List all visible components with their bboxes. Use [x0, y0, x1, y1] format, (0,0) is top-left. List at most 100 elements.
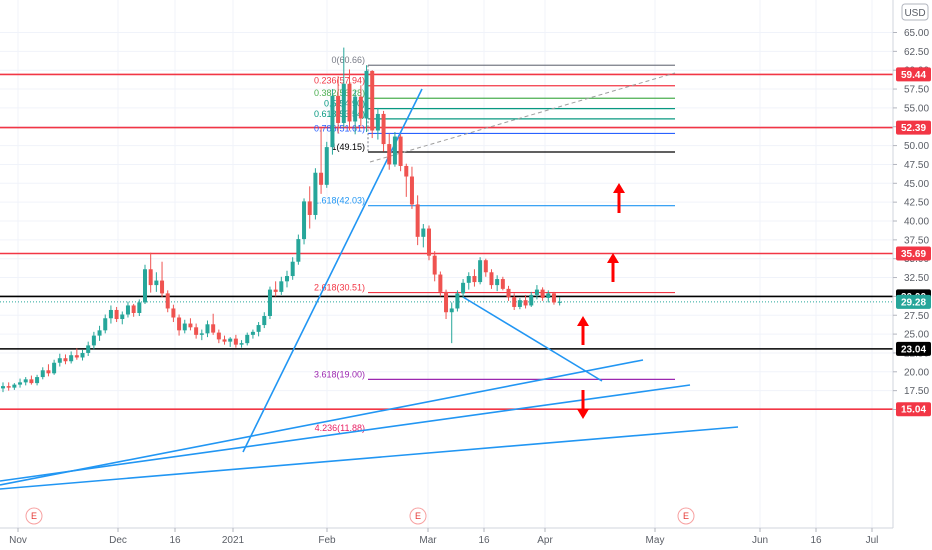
candle-body	[40, 370, 45, 378]
candle	[165, 290, 170, 313]
y-tick-label: 55.00	[904, 103, 929, 114]
candle-body	[534, 289, 539, 295]
candle	[353, 90, 358, 135]
fib-label: 0.382(56.28)	[314, 88, 365, 98]
candle	[444, 289, 449, 320]
candle-body	[290, 261, 295, 277]
candle	[143, 264, 147, 304]
earnings-label: E	[31, 511, 37, 521]
candle-body	[279, 281, 284, 292]
candle	[455, 290, 460, 312]
candle	[313, 168, 318, 220]
candle	[495, 275, 500, 292]
candle-body	[483, 260, 488, 273]
price-badge-59.44: 59.44	[896, 67, 931, 82]
candle	[103, 314, 108, 334]
x-tick-label: Jul	[866, 535, 879, 546]
candle	[262, 312, 267, 329]
candle	[279, 276, 284, 295]
candle	[80, 349, 85, 361]
candle-body	[171, 308, 176, 318]
candle-body	[455, 293, 460, 309]
candle-body	[18, 382, 23, 385]
candle-body	[177, 317, 182, 331]
fib-label: 2.618(30.51)	[314, 283, 365, 293]
candle	[18, 378, 23, 388]
candle-body	[313, 172, 318, 215]
x-tick-label: Dec	[109, 535, 127, 546]
x-axis: Nov Dec 16 2021 Feb Mar 16 Apr May Jun 16 Jul	[0, 527, 932, 546]
candle	[461, 279, 466, 298]
candle-body	[23, 379, 28, 383]
trendline-support-3	[0, 359, 644, 486]
candle-body	[211, 324, 216, 333]
candle-body	[188, 323, 193, 328]
candle	[296, 234, 301, 265]
arrow-up-icon	[607, 253, 619, 282]
candle	[205, 320, 210, 338]
candle	[239, 340, 244, 348]
price-badge-52.39: 52.39	[896, 120, 931, 135]
candle-body	[557, 301, 562, 303]
candle-body	[63, 358, 68, 362]
candle	[131, 303, 136, 317]
price-badge-bg	[896, 67, 931, 82]
candle-body	[427, 228, 431, 256]
candle-body	[12, 384, 17, 388]
candle	[358, 85, 363, 126]
earnings-marker: E	[677, 507, 695, 525]
price-badge-label: 52.39	[901, 123, 926, 134]
candle-body	[194, 327, 199, 335]
candle	[97, 325, 102, 341]
candle	[364, 65, 369, 133]
candle	[381, 110, 386, 152]
price-badge-label: 23.04	[901, 344, 926, 355]
earnings-circle	[677, 507, 695, 525]
candle	[347, 69, 352, 131]
candle	[290, 257, 295, 280]
candle	[512, 293, 517, 310]
candle-body	[86, 345, 91, 353]
fib-label: 0.786(51.61)	[314, 123, 365, 133]
trendline-support-1	[0, 426, 739, 490]
candle	[319, 128, 324, 194]
candle	[177, 314, 182, 336]
candle-body	[296, 239, 301, 262]
currency-button[interactable]: USD	[901, 3, 929, 21]
candle	[551, 291, 556, 305]
price-badge-bg	[896, 246, 931, 261]
candle	[466, 272, 471, 290]
candle	[267, 286, 272, 320]
candle-body	[478, 260, 483, 283]
candle-body	[529, 294, 534, 306]
candle	[273, 281, 278, 297]
candle	[63, 354, 68, 365]
y-tick-label: 47.50	[904, 160, 929, 171]
candle-body	[120, 314, 125, 320]
x-tick-label: Feb	[318, 535, 336, 546]
y-tick-label: 20.00	[904, 367, 929, 378]
x-tick-label: May	[646, 535, 665, 546]
candle-body	[398, 136, 403, 166]
candle	[330, 89, 335, 155]
x-tick-label: 16	[169, 535, 181, 546]
candle	[427, 225, 431, 261]
candle-body	[245, 334, 250, 344]
candle-body	[267, 289, 272, 317]
candle	[194, 323, 199, 339]
candle-body	[472, 276, 477, 283]
candle	[148, 252, 153, 293]
candle	[302, 198, 307, 245]
candle	[438, 271, 443, 297]
price-badge-label: 35.69	[901, 249, 926, 260]
candle	[86, 341, 91, 356]
candle-body	[69, 355, 74, 362]
candle	[160, 261, 165, 298]
candle	[557, 297, 562, 306]
candle	[341, 47, 346, 128]
candle	[370, 70, 375, 139]
candle-body	[222, 339, 227, 342]
candle	[489, 269, 494, 289]
